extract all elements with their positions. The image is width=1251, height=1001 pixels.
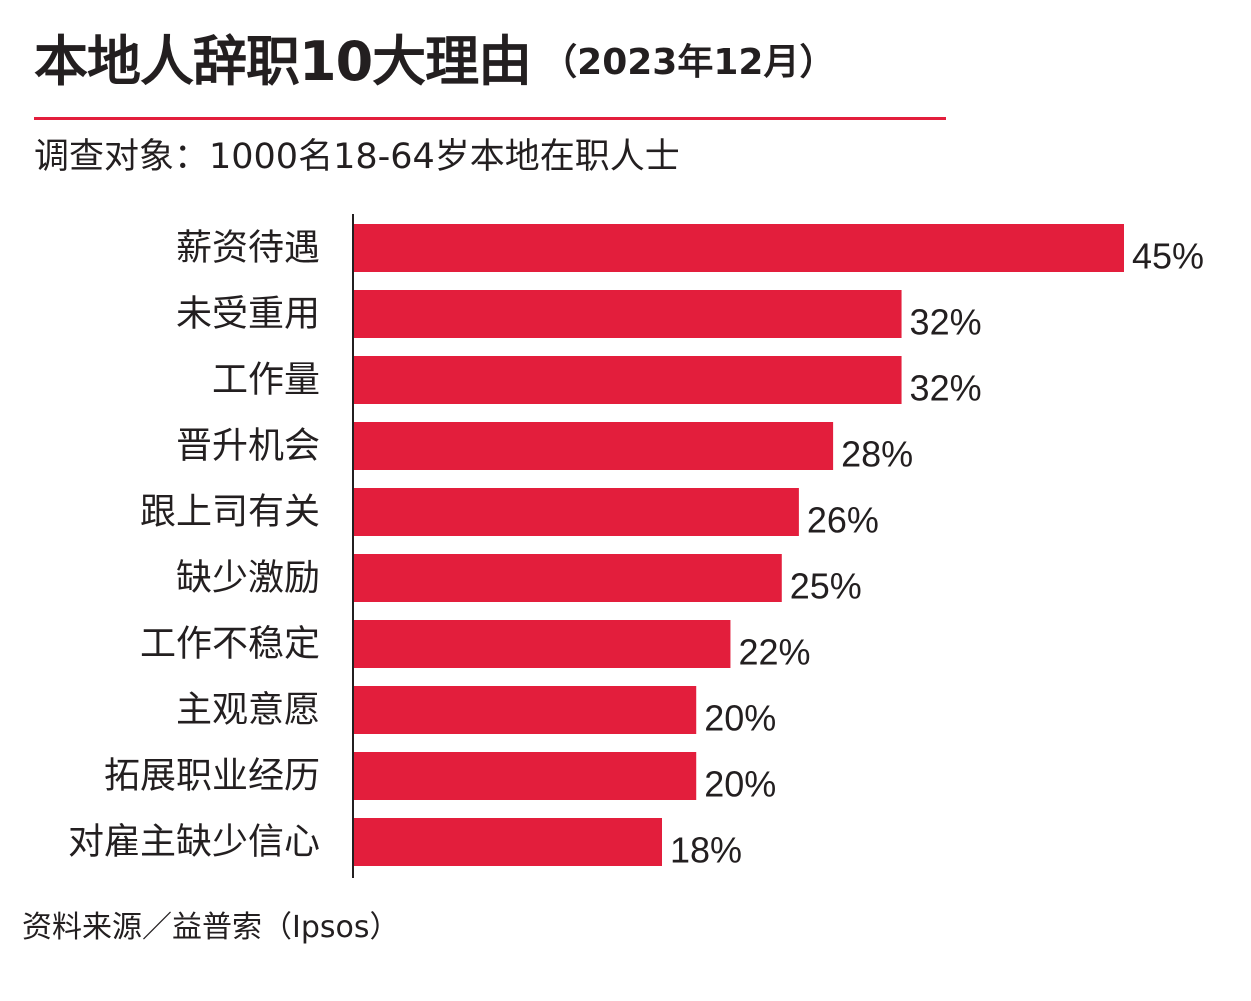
chart-title-main: 本地人辞职10大理由	[34, 30, 532, 93]
category-label: 缺少激励	[176, 558, 320, 599]
bar	[354, 422, 834, 470]
value-label: 20%	[704, 698, 776, 739]
title-underline	[34, 117, 946, 120]
source-note: 资料来源／益普索（Ipsos）	[22, 910, 400, 945]
bar	[354, 224, 1124, 272]
category-label: 主观意愿	[176, 690, 320, 731]
chart-subtitle: 调查对象：1000名18-64岁本地在职人士	[34, 137, 680, 177]
bar	[354, 686, 697, 734]
bar	[354, 752, 697, 800]
category-label: 工作量	[212, 360, 320, 401]
chart-title: 本地人辞职10大理由 （2023年12月）	[34, 30, 835, 95]
category-label: 拓展职业经历	[104, 756, 320, 797]
value-label: 18%	[670, 830, 742, 871]
bar-chart: 薪资待遇 45% 未受重用 32% 工作量 32% 晋升机会 28% 跟上司有关 26% 缺少激励 2…	[68, 214, 1204, 878]
bar	[354, 290, 902, 338]
bar	[354, 356, 902, 404]
bars-layer: 薪资待遇 45% 未受重用 32% 工作量 32% 晋升机会 28% 跟上司有关 26% 缺少激励 2…	[68, 224, 1204, 871]
category-label: 对雇主缺少信心	[68, 822, 320, 863]
value-label: 22%	[738, 632, 810, 673]
category-label: 工作不稳定	[140, 624, 320, 665]
bar	[354, 554, 782, 602]
category-label: 晋升机会	[176, 426, 320, 467]
bar	[354, 488, 799, 536]
bar	[354, 620, 731, 668]
chart-title-date: （2023年12月）	[541, 42, 836, 83]
value-label: 32%	[910, 368, 982, 409]
category-label: 跟上司有关	[140, 492, 320, 533]
value-label: 32%	[910, 302, 982, 343]
bar	[354, 818, 662, 866]
value-label: 20%	[704, 764, 776, 805]
value-label: 28%	[841, 434, 913, 475]
category-label: 未受重用	[176, 294, 320, 335]
value-label: 25%	[790, 566, 862, 607]
category-label: 薪资待遇	[176, 228, 320, 269]
value-label: 26%	[807, 500, 879, 541]
value-label: 45%	[1132, 236, 1204, 277]
